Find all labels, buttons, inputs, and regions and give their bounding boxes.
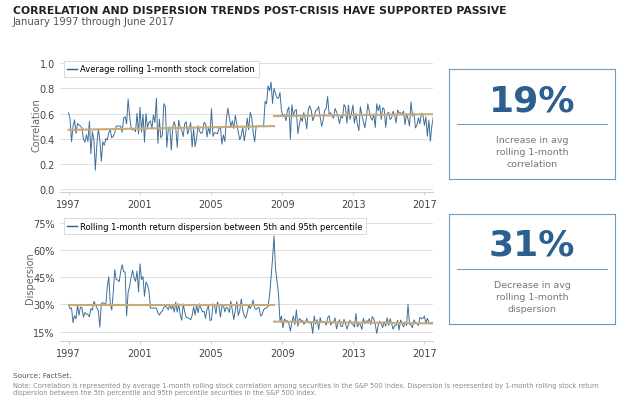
Text: 19%: 19%	[489, 84, 575, 118]
Y-axis label: Dispersion: Dispersion	[25, 252, 35, 304]
Text: Source: FactSet.: Source: FactSet.	[13, 372, 72, 377]
Text: Note: Correlation is represented by average 1-month rolling stock correlation am: Note: Correlation is represented by aver…	[13, 382, 598, 396]
Y-axis label: Correlation: Correlation	[31, 98, 41, 152]
Text: Increase in avg
rolling 1-month
correlation: Increase in avg rolling 1-month correlat…	[496, 136, 568, 169]
Text: Decrease in avg
rolling 1-month
dispersion: Decrease in avg rolling 1-month dispersi…	[494, 280, 571, 313]
Text: January 1997 through June 2017: January 1997 through June 2017	[13, 17, 175, 27]
Text: CORRELATION AND DISPERSION TRENDS POST-CRISIS HAVE SUPPORTED PASSIVE: CORRELATION AND DISPERSION TRENDS POST-C…	[13, 6, 506, 16]
Text: 31%: 31%	[489, 228, 575, 262]
Legend: Average rolling 1-month stock correlation: Average rolling 1-month stock correlatio…	[64, 62, 259, 78]
Legend: Rolling 1-month return dispersion between 5th and 95th percentile: Rolling 1-month return dispersion betwee…	[64, 219, 366, 235]
